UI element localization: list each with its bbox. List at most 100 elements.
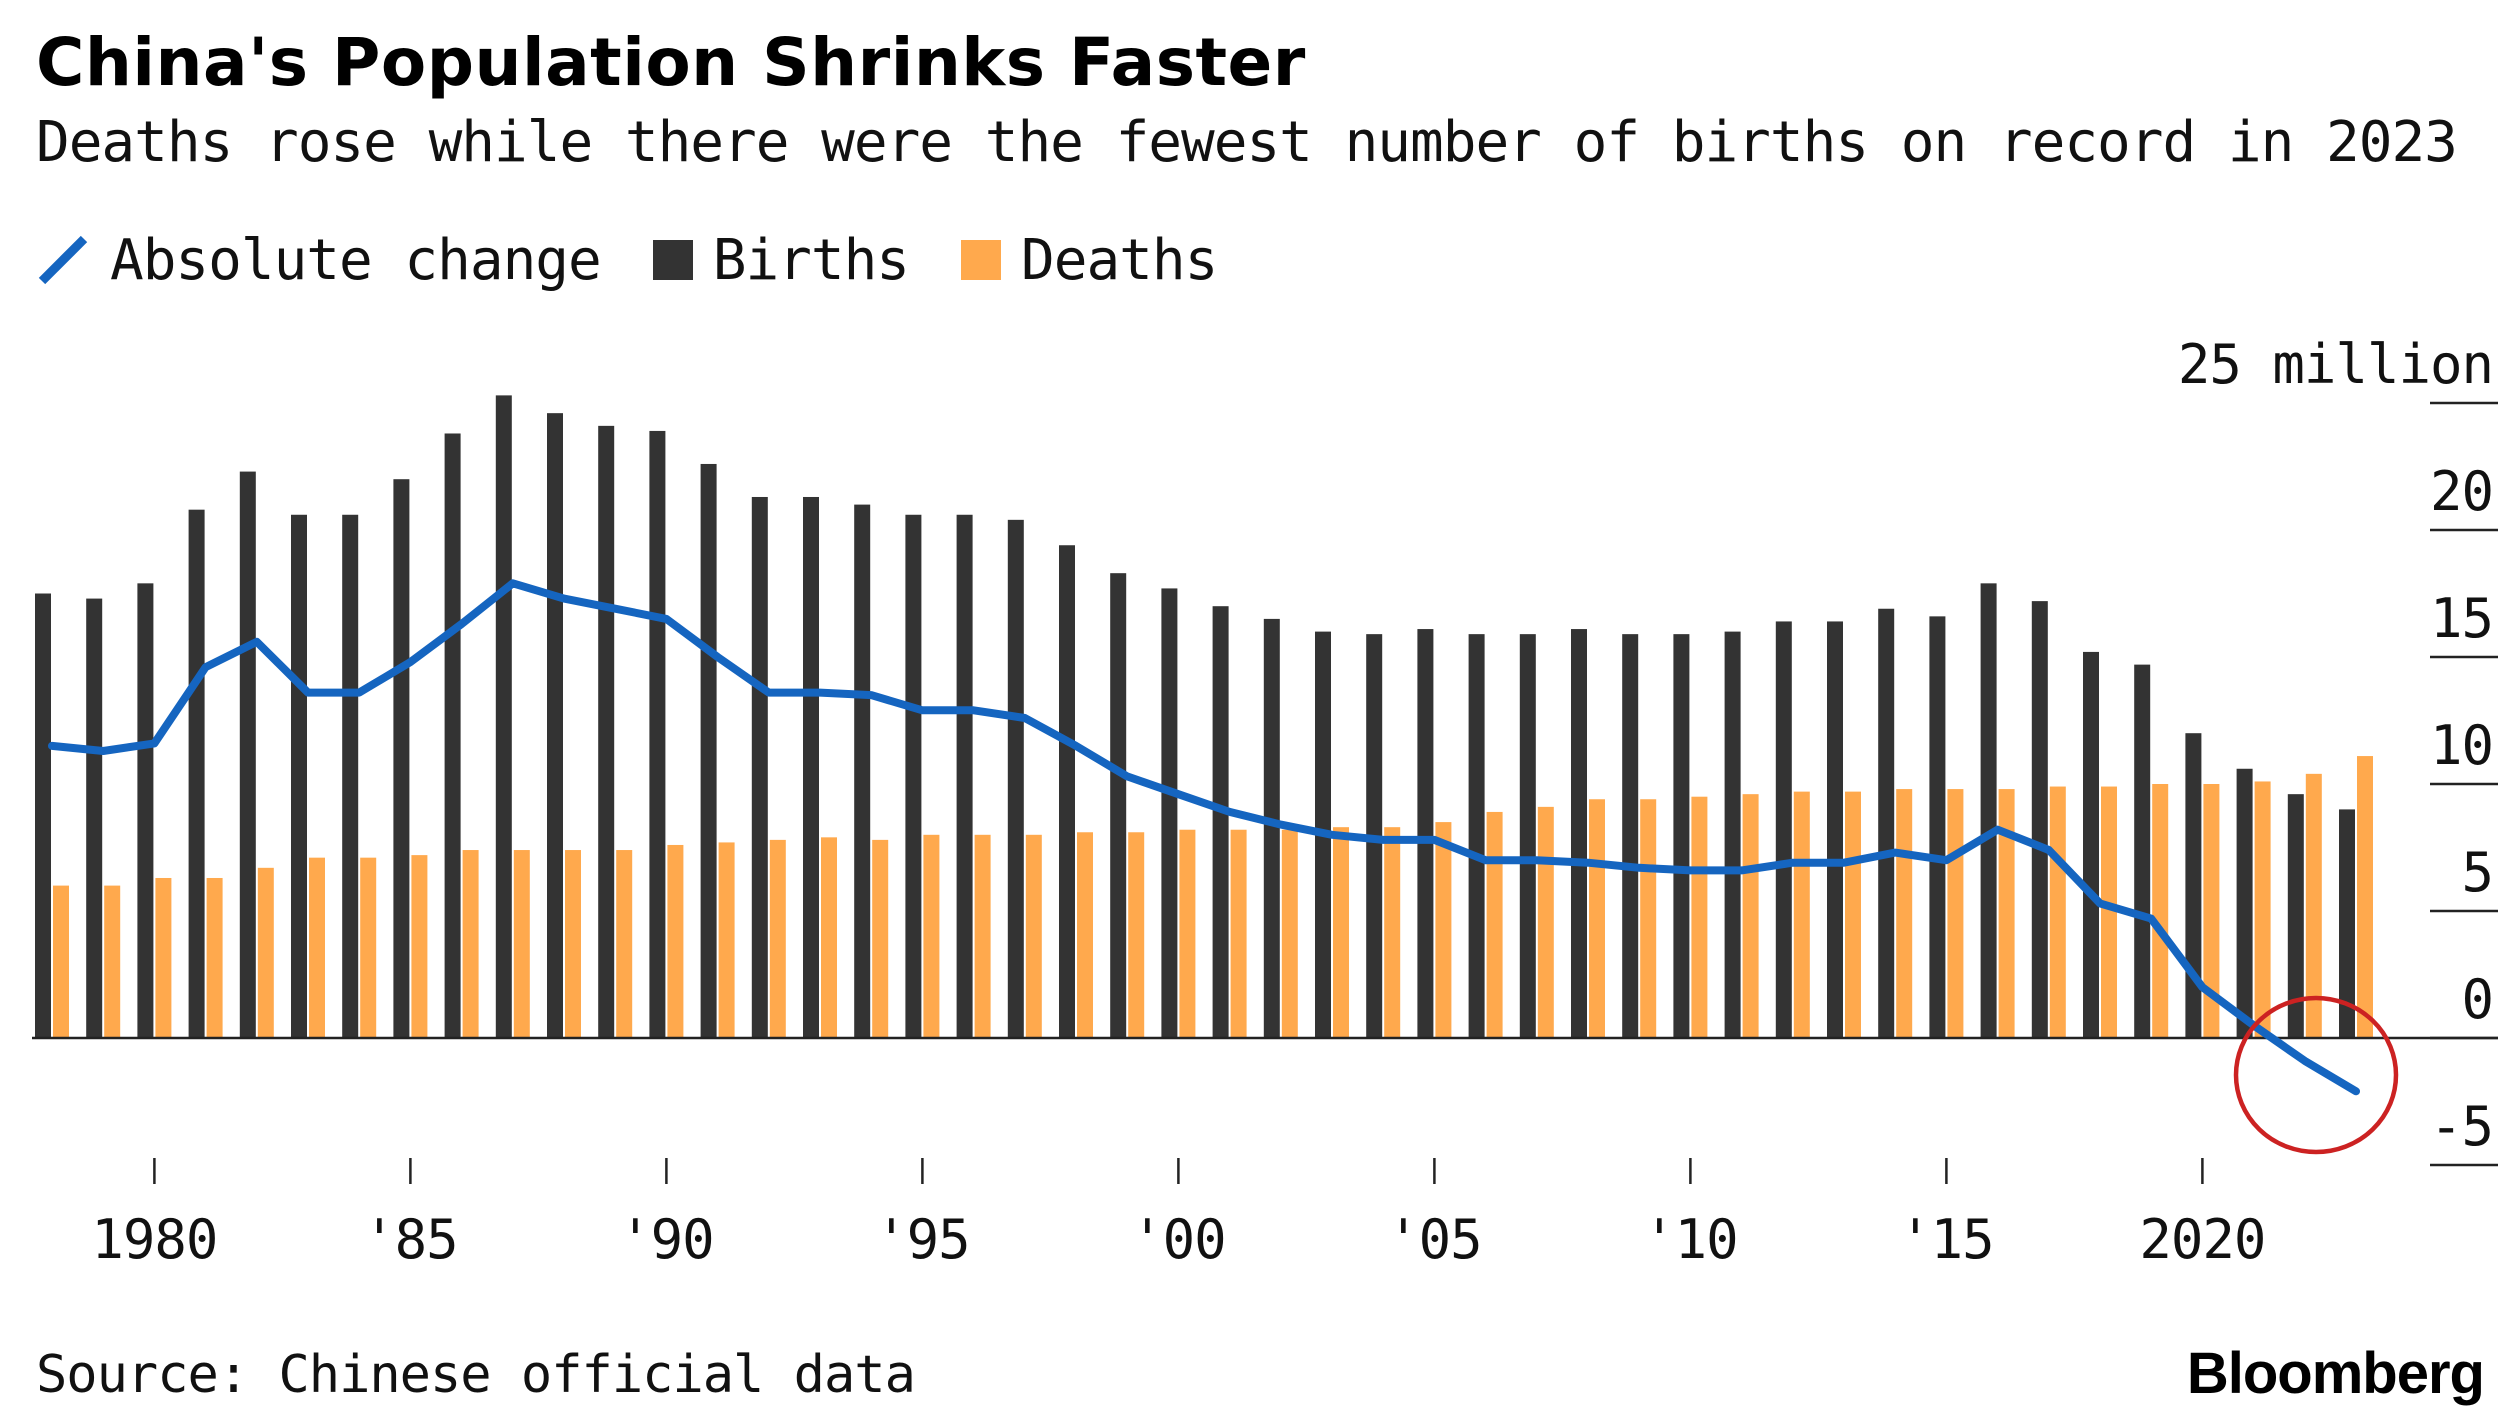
births-bar <box>1468 634 1485 1038</box>
absolute-change-point <box>1535 859 1538 862</box>
deaths-bar <box>1128 832 1145 1038</box>
absolute-change-point <box>1484 859 1487 862</box>
deaths-swatch-icon <box>961 240 1002 280</box>
y-tick-label: 10 <box>2430 714 2493 777</box>
births-bar <box>137 583 154 1038</box>
deaths-bar <box>1947 789 1964 1038</box>
absolute-change-point <box>307 691 309 694</box>
births-bar <box>649 430 666 1038</box>
deaths-bar <box>1537 806 1554 1038</box>
deaths-bar <box>923 834 940 1038</box>
births-bar <box>1212 606 1229 1038</box>
y-tick-label: 20 <box>2430 460 2493 523</box>
births-bar <box>291 514 307 1038</box>
deaths-bar <box>206 877 223 1038</box>
births-bar <box>1622 634 1639 1038</box>
legend-item-absolute-change: Absolute change <box>36 228 602 293</box>
x-tick-label: '05 <box>1387 1208 1482 1271</box>
births-bar <box>1980 583 1997 1038</box>
deaths-bar <box>257 867 274 1038</box>
births-bar <box>854 504 871 1039</box>
source-note: Source: Chinese official data <box>36 1345 916 1405</box>
absolute-change-point <box>1791 861 1794 864</box>
births-bar <box>2031 601 2048 1038</box>
absolute-change-point <box>1331 833 1333 836</box>
legend-label-births: Births <box>712 227 910 293</box>
absolute-change-point <box>1279 823 1282 826</box>
deaths-bar <box>616 850 633 1038</box>
line-swatch-icon <box>38 235 88 285</box>
births-bar <box>1417 629 1434 1038</box>
legend-item-deaths: Deaths <box>961 228 1218 293</box>
deaths-bar <box>1281 829 1298 1038</box>
absolute-change-point <box>1433 838 1436 841</box>
deaths-bar <box>769 839 786 1038</box>
births-bar <box>905 514 922 1038</box>
y-tick-label: 25 million <box>2178 333 2493 396</box>
births-bar <box>1673 634 1690 1038</box>
births-bar <box>239 471 256 1039</box>
absolute-change-point <box>665 617 668 620</box>
births-bar <box>342 514 359 1038</box>
deaths-bar <box>462 850 479 1038</box>
absolute-change-point <box>716 656 719 658</box>
absolute-change-point <box>358 691 361 694</box>
deaths-bar <box>53 885 69 1038</box>
y-tick-label: 15 <box>2430 587 2493 650</box>
births-bar <box>2339 809 2355 1038</box>
deaths-bar <box>1435 822 1452 1038</box>
births-bar <box>2185 733 2202 1038</box>
deaths-bar <box>2357 756 2373 1038</box>
births-bar <box>2236 768 2253 1038</box>
absolute-change-point <box>921 709 924 712</box>
absolute-change-point <box>819 691 821 694</box>
births-bar <box>2083 651 2099 1038</box>
x-tick-label: '10 <box>1643 1208 1738 1271</box>
births-bar <box>700 463 717 1039</box>
absolute-change-point <box>2303 1059 2306 1062</box>
absolute-change-point <box>1382 838 1385 841</box>
births-bar <box>598 425 615 1038</box>
absolute-change-point <box>563 597 565 600</box>
absolute-change-point <box>1023 716 1026 719</box>
deaths-bar <box>2203 784 2220 1038</box>
absolute-change-point <box>511 582 514 585</box>
deaths-bar <box>2305 773 2322 1038</box>
absolute-change-point <box>1843 861 1845 864</box>
deaths-bar <box>1640 799 1657 1038</box>
deaths-bar <box>1589 799 1605 1038</box>
absolute-change-point <box>1638 866 1641 869</box>
absolute-change-point <box>2150 917 2153 920</box>
births-bar <box>1827 621 1843 1038</box>
absolute-change-point <box>1587 861 1589 864</box>
deaths-bar <box>155 877 172 1038</box>
births-bar <box>86 598 103 1038</box>
deaths-bar <box>565 850 581 1038</box>
deaths-bar <box>411 855 428 1038</box>
absolute-change-point <box>1996 828 1999 831</box>
deaths-bar <box>1025 834 1042 1038</box>
absolute-change-point <box>255 640 258 643</box>
deaths-bar <box>1998 789 2015 1038</box>
absolute-change-point <box>767 691 770 694</box>
absolute-change-point <box>409 661 412 664</box>
deaths-bar <box>360 857 377 1038</box>
births-bar <box>1724 631 1741 1038</box>
births-bar <box>1007 519 1024 1038</box>
deaths-bar <box>1486 811 1503 1038</box>
births-bar <box>1519 634 1536 1038</box>
deaths-bar <box>667 844 684 1038</box>
births-bar <box>1775 621 1792 1038</box>
deaths-bar <box>2049 786 2066 1038</box>
absolute-change-point <box>1075 744 1077 747</box>
births-bar <box>1110 573 1127 1038</box>
x-tick-label: '85 <box>363 1208 458 1271</box>
absolute-change-point <box>1228 810 1231 813</box>
absolute-change-point <box>2047 849 2050 852</box>
absolute-change-point <box>204 666 207 669</box>
births-bar <box>1161 588 1178 1038</box>
deaths-bar <box>821 837 837 1038</box>
x-tick-label: '95 <box>875 1208 970 1271</box>
deaths-bar <box>1333 827 1349 1038</box>
